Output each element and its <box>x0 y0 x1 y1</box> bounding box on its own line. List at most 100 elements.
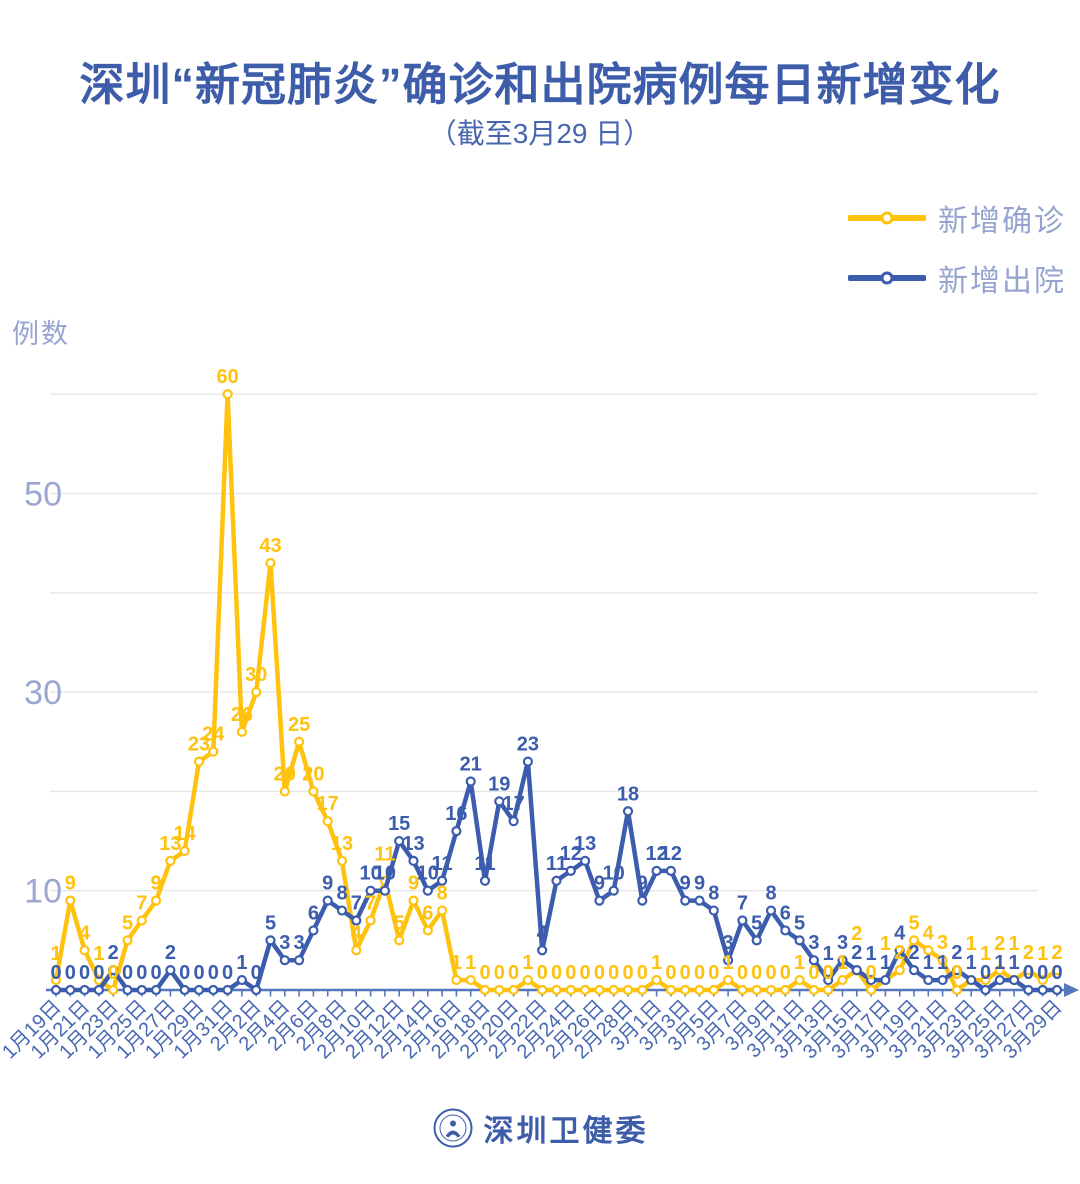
confirmed-point-label: 14 <box>174 823 197 845</box>
confirmed-point <box>93 974 105 986</box>
discharged-point-label: 1 <box>880 952 891 974</box>
discharged-point <box>265 935 276 946</box>
discharged-point-label: 15 <box>388 813 410 835</box>
confirmed-point-label: 24 <box>202 724 225 746</box>
discharged-point <box>251 984 262 996</box>
discharged-point-label: 2 <box>851 942 862 964</box>
discharged-point-label: 1 <box>937 952 948 974</box>
discharged-point-label: 6 <box>308 902 319 924</box>
confirmed-point <box>794 974 805 986</box>
footer-source-text: 深圳卫健委 <box>483 1115 649 1148</box>
discharged-point-label: 3 <box>723 932 734 954</box>
confirmed-point-label: 7 <box>136 892 147 914</box>
confirmed-point-label: 0 <box>608 962 619 984</box>
discharged-point-label: 12 <box>660 843 682 865</box>
confirmed-point-label: 5 <box>394 912 405 934</box>
confirmed-point-label: 1 <box>1009 933 1020 955</box>
discharged-point <box>722 955 734 966</box>
discharged-point-label: 3 <box>837 932 848 954</box>
discharged-point <box>808 955 820 966</box>
confirmed-point-label: 7 <box>365 892 376 914</box>
confirmed-point <box>151 895 162 906</box>
discharged-point <box>622 806 634 817</box>
discharged-point-label: 4 <box>894 922 906 944</box>
discharged-point <box>880 974 891 986</box>
confirmed-point <box>251 686 262 698</box>
discharged-point-label: 1 <box>923 952 934 974</box>
confirmed-point <box>908 935 920 946</box>
discharged-point-label: 13 <box>402 833 424 855</box>
discharged-point-label: 12 <box>645 843 667 865</box>
confirmed-point <box>708 984 719 996</box>
confirmed-point <box>551 984 562 996</box>
confirmed-point-label: 0 <box>565 962 576 984</box>
discharged-point-label: 2 <box>108 942 119 964</box>
discharged-point-label: 0 <box>93 962 104 984</box>
discharged-legend-marker-icon <box>848 271 926 285</box>
discharged-point-label: 3 <box>279 932 290 954</box>
discharged-point <box>279 955 290 966</box>
discharged-point-label: 9 <box>594 873 605 895</box>
confirmed-point-label: 8 <box>437 883 448 905</box>
discharged-point-label: 18 <box>617 783 639 805</box>
confirmed-point-label: 1 <box>465 952 476 974</box>
discharged-point <box>322 895 333 906</box>
confirmed-point <box>951 984 963 996</box>
discharged-point-label: 17 <box>502 793 524 815</box>
confirmed-point <box>336 855 348 867</box>
discharged-point <box>494 796 505 807</box>
discharged-point-label: 0 <box>65 962 76 984</box>
confirmed-point-label: 1 <box>794 952 805 974</box>
confirmed-point <box>765 984 777 996</box>
confirmed-point <box>50 974 62 986</box>
confirmed-point <box>351 945 362 956</box>
confirmed-point-label: 1 <box>880 933 891 955</box>
discharged-point-label: 0 <box>251 962 262 984</box>
discharged-point <box>222 984 233 996</box>
confirmed-point <box>579 984 591 996</box>
confirmed-point <box>865 984 877 996</box>
confirmed-point-label: 20 <box>274 763 296 785</box>
confirmed-point-label: 6 <box>422 902 433 924</box>
confirmed-point-label: 17 <box>317 793 339 815</box>
confirmed-point-label: 4 <box>351 922 363 944</box>
legend-label-discharged: 新增出院 <box>938 265 1066 298</box>
confirmed-point <box>665 984 677 996</box>
discharged-point <box>308 925 319 936</box>
discharged-point-label: 1 <box>994 952 1005 974</box>
confirmed-point <box>193 756 205 767</box>
legend-item-discharged: 新增出院 <box>848 256 1066 300</box>
discharged-point-label: 11 <box>432 853 453 875</box>
discharged-point-label: 1 <box>236 952 247 974</box>
discharged-point <box>537 945 548 956</box>
discharged-point-label: 9 <box>637 873 648 895</box>
discharged-point <box>551 875 562 886</box>
confirmed-point-label: 20 <box>302 763 324 785</box>
discharged-point-label: 1 <box>966 952 977 974</box>
confirmed-point-label: 1 <box>93 943 104 965</box>
confirmed-point <box>179 845 190 857</box>
discharged-point <box>208 984 219 996</box>
discharged-point-label: 23 <box>517 734 539 756</box>
discharged-point-label: 2 <box>908 942 919 964</box>
confirmed-point-label: 26 <box>231 704 253 726</box>
confirmed-point <box>236 726 247 737</box>
discharged-point <box>923 974 934 986</box>
confirmed-point <box>437 905 448 916</box>
footer: 深圳卫健委 <box>0 1106 1080 1150</box>
discharged-point-label: 8 <box>336 883 347 905</box>
discharged-point <box>823 974 834 986</box>
confirmed-point <box>165 855 176 867</box>
confirmed-point-label: 1 <box>451 952 462 974</box>
confirmed-point <box>1023 965 1034 976</box>
discharged-point <box>994 974 1005 986</box>
discharged-point <box>193 984 205 996</box>
confirmed-point <box>108 984 119 996</box>
legend: 新增确诊 新增出院 <box>848 196 1066 300</box>
confirmed-point <box>422 925 433 936</box>
confirmed-point <box>294 736 305 747</box>
confirmed-point <box>322 816 333 827</box>
confirmed-point <box>279 786 290 797</box>
confirmed-point-label: 0 <box>622 962 633 984</box>
confirmed-point-label: 3 <box>937 932 948 954</box>
